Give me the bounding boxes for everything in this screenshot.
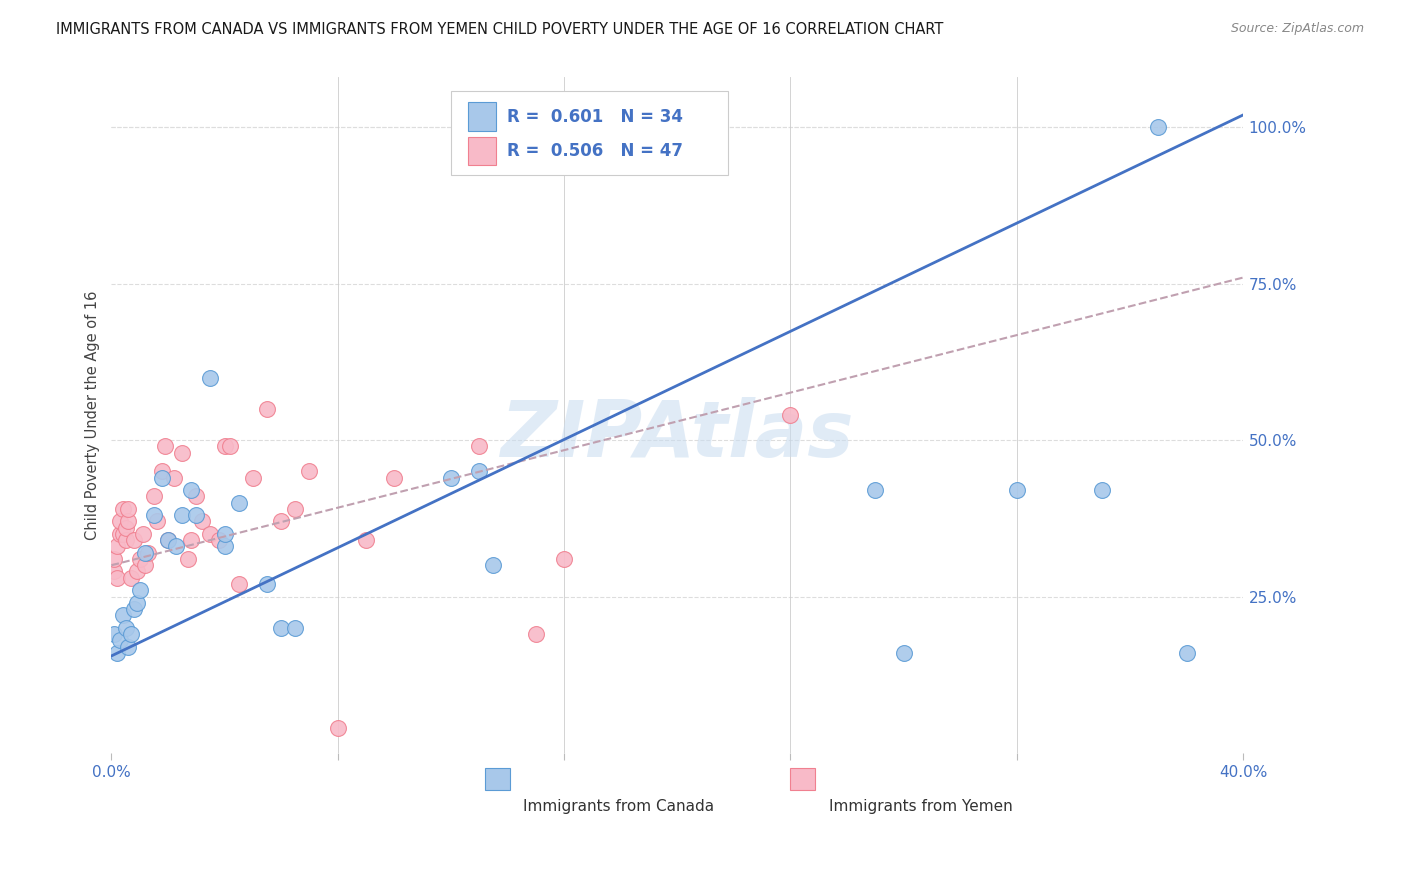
Text: R =  0.506   N = 47: R = 0.506 N = 47	[508, 142, 683, 160]
Point	[153, 439, 176, 453]
Point	[128, 552, 150, 566]
Text: R =  0.601   N = 34: R = 0.601 N = 34	[508, 108, 683, 126]
Text: IMMIGRANTS FROM CANADA VS IMMIGRANTS FROM YEMEN CHILD POVERTY UNDER THE AGE OF 1: IMMIGRANTS FROM CANADA VS IMMIGRANTS FRO…	[56, 22, 943, 37]
Point	[524, 627, 547, 641]
Point	[134, 558, 156, 573]
Point	[180, 483, 202, 498]
Point	[125, 596, 148, 610]
Point	[468, 439, 491, 453]
Point	[111, 527, 134, 541]
Point	[120, 627, 142, 641]
Point	[156, 533, 179, 548]
Text: ZIPAtlas: ZIPAtlas	[501, 398, 853, 474]
Point	[865, 483, 887, 498]
Point	[122, 533, 145, 548]
Point	[142, 508, 165, 523]
Point	[256, 577, 278, 591]
Point	[105, 646, 128, 660]
Point	[219, 439, 242, 453]
FancyBboxPatch shape	[790, 768, 815, 790]
Point	[103, 552, 125, 566]
Point	[553, 552, 575, 566]
Point	[114, 521, 136, 535]
Point	[117, 502, 139, 516]
Point	[354, 533, 377, 548]
Point	[103, 565, 125, 579]
Point	[145, 515, 167, 529]
Point	[103, 627, 125, 641]
Point	[105, 540, 128, 554]
Point	[326, 721, 349, 735]
Point	[200, 527, 222, 541]
Point	[172, 508, 194, 523]
Point	[284, 502, 307, 516]
Point	[200, 370, 222, 384]
Y-axis label: Child Poverty Under the Age of 16: Child Poverty Under the Age of 16	[86, 291, 100, 540]
Point	[893, 646, 915, 660]
Point	[1147, 120, 1170, 135]
Point	[186, 508, 208, 523]
Point	[128, 583, 150, 598]
Point	[1091, 483, 1114, 498]
Point	[440, 471, 463, 485]
Point	[186, 490, 208, 504]
Point	[180, 533, 202, 548]
Point	[108, 527, 131, 541]
Point	[105, 571, 128, 585]
Point	[114, 621, 136, 635]
Point	[117, 515, 139, 529]
Point	[114, 533, 136, 548]
Text: Immigrants from Canada: Immigrants from Canada	[523, 798, 714, 814]
Point	[156, 533, 179, 548]
Point	[111, 608, 134, 623]
Point	[228, 577, 250, 591]
Point	[1175, 646, 1198, 660]
Point	[108, 633, 131, 648]
Point	[256, 401, 278, 416]
FancyBboxPatch shape	[451, 91, 728, 176]
Point	[163, 471, 186, 485]
Point	[468, 465, 491, 479]
Point	[177, 552, 200, 566]
Point	[214, 527, 236, 541]
Point	[214, 540, 236, 554]
Point	[150, 471, 173, 485]
Point	[142, 490, 165, 504]
Point	[125, 565, 148, 579]
Point	[228, 496, 250, 510]
Point	[172, 445, 194, 459]
FancyBboxPatch shape	[468, 136, 496, 165]
Point	[1005, 483, 1028, 498]
Text: Source: ZipAtlas.com: Source: ZipAtlas.com	[1230, 22, 1364, 36]
Point	[270, 621, 292, 635]
Text: Immigrants from Yemen: Immigrants from Yemen	[830, 798, 1012, 814]
Point	[214, 439, 236, 453]
Point	[111, 502, 134, 516]
FancyBboxPatch shape	[485, 768, 510, 790]
Point	[482, 558, 505, 573]
Point	[134, 546, 156, 560]
Point	[120, 571, 142, 585]
Point	[166, 540, 188, 554]
FancyBboxPatch shape	[468, 103, 496, 131]
Point	[298, 465, 321, 479]
Point	[270, 515, 292, 529]
Point	[242, 471, 264, 485]
Point	[150, 465, 173, 479]
Point	[382, 471, 405, 485]
Point	[131, 527, 153, 541]
Point	[117, 640, 139, 654]
Point	[136, 546, 159, 560]
Point	[122, 602, 145, 616]
Point	[284, 621, 307, 635]
Point	[191, 515, 214, 529]
Point	[779, 408, 801, 422]
Point	[108, 515, 131, 529]
Point	[208, 533, 231, 548]
